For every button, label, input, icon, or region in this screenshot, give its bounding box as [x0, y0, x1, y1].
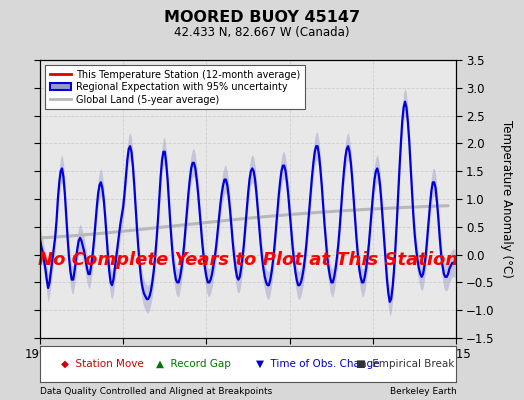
Text: 42.433 N, 82.667 W (Canada): 42.433 N, 82.667 W (Canada): [174, 26, 350, 39]
Text: ▲  Record Gap: ▲ Record Gap: [157, 359, 231, 369]
Text: MOORED BUOY 45147: MOORED BUOY 45147: [164, 10, 360, 25]
Text: Data Quality Controlled and Aligned at Breakpoints: Data Quality Controlled and Aligned at B…: [40, 387, 272, 396]
Text: ◆  Station Move: ◆ Station Move: [61, 359, 144, 369]
Text: Berkeley Earth: Berkeley Earth: [390, 387, 456, 396]
Legend: This Temperature Station (12-month average), Regional Expectation with 95% uncer: This Temperature Station (12-month avera…: [45, 65, 305, 110]
Text: ■  Empirical Break: ■ Empirical Break: [356, 359, 455, 369]
Text: ▼  Time of Obs. Change: ▼ Time of Obs. Change: [256, 359, 380, 369]
Text: No Complete Years to Plot at This Station: No Complete Years to Plot at This Statio…: [38, 251, 459, 269]
Y-axis label: Temperature Anomaly (°C): Temperature Anomaly (°C): [500, 120, 513, 278]
